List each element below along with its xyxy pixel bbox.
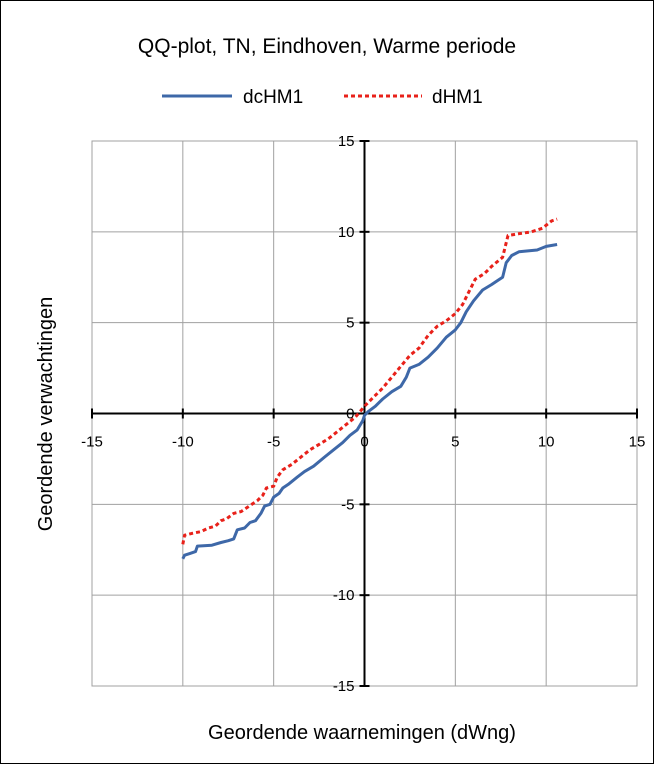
plot-area: -15 -10 -5 0 5 10 15 -15 -10 -5 0 5 10 15	[81, 133, 645, 695]
x-tick-label: 10	[538, 434, 555, 451]
y-axis-title: Geordende verwachtingen	[35, 297, 57, 532]
y-tick-label: -15	[333, 678, 355, 695]
x-tick-label: -15	[81, 434, 103, 451]
x-tick-label: 5	[451, 434, 459, 451]
y-tick-label: -10	[333, 587, 355, 604]
x-tick-label: 15	[629, 434, 646, 451]
y-tick-label: -5	[341, 496, 354, 513]
x-tick-label: -10	[172, 434, 194, 451]
legend-label-dchm1: dcHM1	[243, 87, 303, 108]
series-line-dchm1	[181, 243, 558, 560]
legend-label-dhm1: dHM1	[432, 87, 483, 108]
x-tick-label: -5	[267, 434, 280, 451]
y-tick-label: 15	[338, 133, 355, 150]
x-tick-label: 0	[360, 434, 368, 451]
y-tick-label: 5	[346, 315, 354, 332]
chart-title: QQ-plot, TN, Eindhoven, Warme periode	[138, 35, 516, 58]
y-tick-label: 0	[346, 406, 354, 423]
series-line-dhm1	[181, 217, 558, 545]
y-tick-label: 10	[338, 224, 355, 241]
legend: dcHM1 dHM1	[162, 87, 483, 108]
x-axis-title: Geordende waarnemingen (dWng)	[208, 722, 516, 744]
